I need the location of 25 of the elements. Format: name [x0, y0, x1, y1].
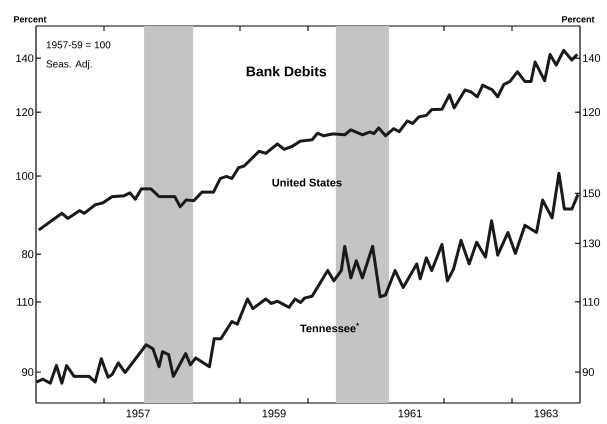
y2-tick-label: 110 — [583, 298, 600, 306]
y-tick-label: 100 — [16, 172, 34, 180]
y-axis-title: Percent — [14, 16, 46, 22]
line-series — [37, 48, 579, 232]
y-tick-label: 80 — [22, 250, 34, 258]
series-label: Tennessee$^{*}$ — [300, 322, 360, 332]
text: Bank Debits — [246, 66, 326, 76]
line-series — [35, 172, 580, 385]
y-tick-label: 120 — [16, 108, 34, 116]
x-tick-label: 1959 — [262, 410, 286, 418]
x-tick-label: 1957 — [126, 410, 150, 418]
y-tick-label: 140 — [16, 54, 34, 62]
x-tick-label: 1961 — [398, 410, 422, 418]
y2-tick-label: 140 — [583, 54, 600, 62]
y-tick-label: 90 — [22, 368, 34, 376]
y2-tick-label: 120 — [583, 108, 600, 116]
y-tick-label: 110 — [17, 298, 34, 306]
y2-axis-title: Percent — [562, 16, 594, 22]
y2-tick-label: 130 — [583, 239, 600, 248]
x-tick-label: 1963 — [534, 410, 558, 418]
annotation: Seas. Adj. — [46, 60, 92, 70]
y2-tick-label: 90 — [582, 368, 594, 376]
annotation: 1957-59 = 100 — [46, 41, 110, 48]
y2-tick-label: 150 — [583, 189, 600, 198]
text: United States — [272, 178, 342, 186]
